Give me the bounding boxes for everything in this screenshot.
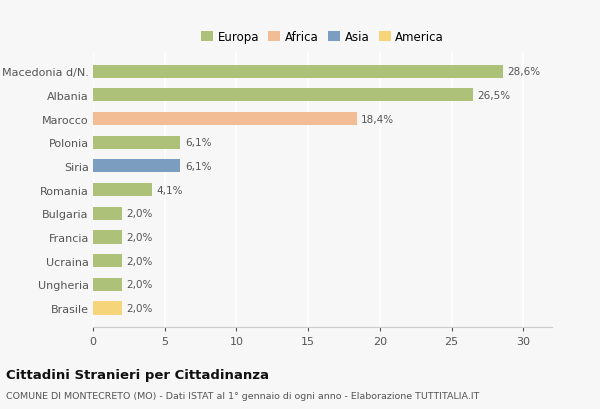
Bar [93,231,122,244]
Text: 2,0%: 2,0% [126,232,152,243]
Bar [93,278,122,291]
Bar [93,207,122,220]
Text: 28,6%: 28,6% [508,67,541,77]
Bar [93,302,122,315]
Bar [93,65,503,79]
Text: 4,1%: 4,1% [156,185,182,195]
Text: 2,0%: 2,0% [126,209,152,219]
Bar [93,160,181,173]
Text: 18,4%: 18,4% [361,115,394,124]
Bar [93,184,152,197]
Legend: Europa, Africa, Asia, America: Europa, Africa, Asia, America [196,26,449,49]
Text: Cittadini Stranieri per Cittadinanza: Cittadini Stranieri per Cittadinanza [6,368,269,381]
Text: 26,5%: 26,5% [478,91,511,101]
Text: 6,1%: 6,1% [185,162,211,171]
Bar [93,113,357,126]
Text: 2,0%: 2,0% [126,280,152,290]
Text: COMUNE DI MONTECRETO (MO) - Dati ISTAT al 1° gennaio di ogni anno - Elaborazione: COMUNE DI MONTECRETO (MO) - Dati ISTAT a… [6,391,479,400]
Text: 2,0%: 2,0% [126,256,152,266]
Bar [93,254,122,267]
Bar [93,137,181,149]
Bar [93,89,473,102]
Text: 6,1%: 6,1% [185,138,211,148]
Text: 2,0%: 2,0% [126,303,152,313]
